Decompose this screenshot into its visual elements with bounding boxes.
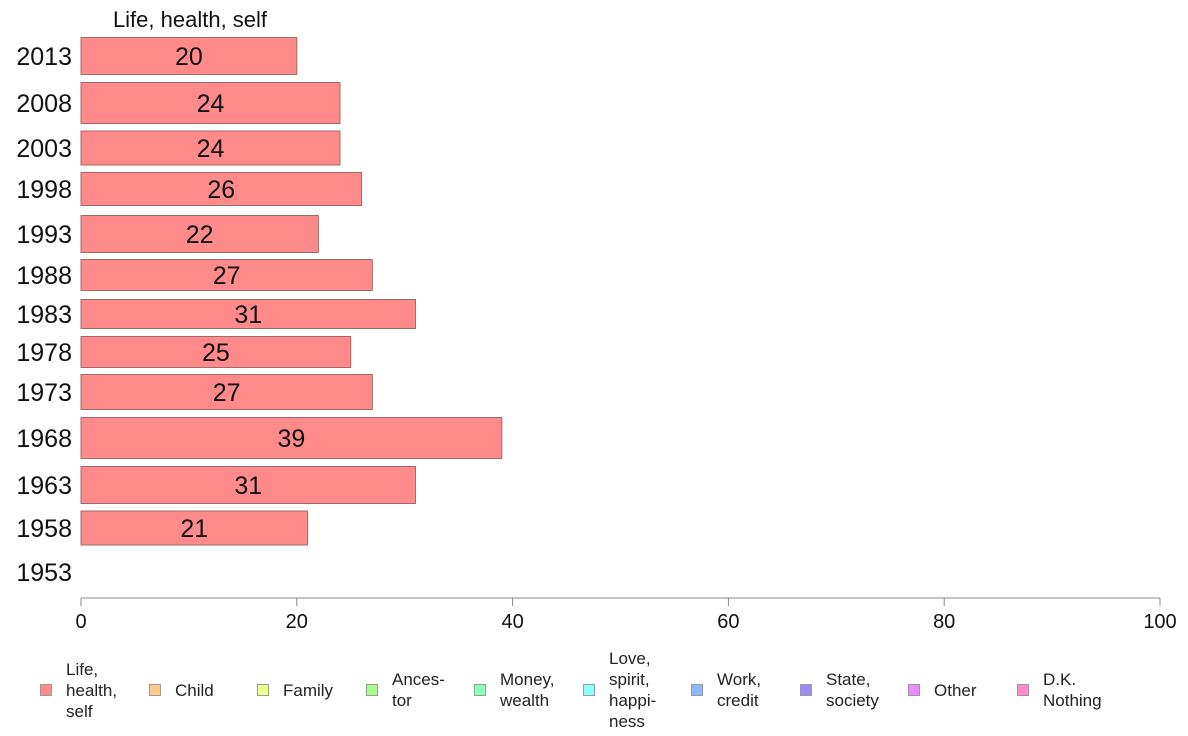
x-tick-label: 80 bbox=[933, 611, 955, 633]
y-tick-label: 1988 bbox=[16, 262, 72, 290]
bar-value-label: 27 bbox=[213, 262, 241, 290]
bar bbox=[80, 299, 416, 329]
bar-value-label: 20 bbox=[175, 43, 203, 71]
legend-label: D.K. Nothing bbox=[1043, 670, 1102, 710]
legend-label: Life, health, self bbox=[66, 659, 118, 721]
legend-label: Ances- tor bbox=[392, 670, 445, 710]
legend-swatch bbox=[908, 684, 920, 696]
legend-item: Family bbox=[257, 644, 333, 736]
y-tick-label: 2013 bbox=[16, 43, 72, 71]
bar-value-label: 31 bbox=[234, 472, 262, 500]
legend-swatch bbox=[474, 684, 486, 696]
y-tick-label: 1973 bbox=[16, 379, 72, 407]
x-axis: 0 20 40 60 80 100 bbox=[75, 597, 1177, 633]
legend-label: Work, credit bbox=[717, 670, 762, 710]
legend-item: Work, credit bbox=[691, 644, 761, 736]
bar bbox=[80, 336, 352, 368]
bar-value-label: 24 bbox=[197, 90, 225, 118]
bar-value-label: 21 bbox=[180, 515, 208, 543]
legend: Life, health, self Child Family Ances- tor M… bbox=[0, 644, 1188, 736]
legend-swatch bbox=[691, 684, 703, 696]
x-tick-label: 20 bbox=[286, 611, 308, 633]
bar bbox=[80, 374, 373, 410]
legend-label: Other bbox=[934, 680, 977, 700]
y-tick-label: 2003 bbox=[16, 135, 72, 163]
legend-swatch bbox=[366, 684, 378, 696]
legend-swatch bbox=[1017, 684, 1029, 696]
y-tick-label: 1963 bbox=[16, 472, 72, 500]
legend-swatch bbox=[40, 684, 52, 696]
bar-value-label: 27 bbox=[213, 379, 241, 407]
legend-item: Ances- tor bbox=[366, 644, 445, 736]
bar bbox=[80, 510, 309, 546]
legend-label: State, society bbox=[826, 670, 879, 710]
bar-value-label: 31 bbox=[234, 301, 262, 329]
legend-item: State, society bbox=[800, 644, 879, 736]
legend-swatch bbox=[583, 684, 595, 696]
legend-item: Money, wealth bbox=[474, 644, 555, 736]
bar bbox=[80, 82, 341, 124]
legend-swatch bbox=[257, 684, 269, 696]
legend-item: D.K. Nothing bbox=[1017, 644, 1102, 736]
bar-value-label: 22 bbox=[186, 221, 214, 249]
x-tick-label: 40 bbox=[501, 611, 523, 633]
y-tick-label: 1968 bbox=[16, 425, 72, 453]
bar-chart: Life, health, self 2013 20 2008 24 2003 24 199… bbox=[16, 7, 1177, 633]
legend-item: Other bbox=[908, 644, 977, 736]
legend-swatch bbox=[800, 684, 812, 696]
legend-label: Family bbox=[283, 680, 334, 700]
y-tick-label: 1958 bbox=[16, 515, 72, 543]
legend-label: Love, spirit, happi- ness bbox=[609, 649, 657, 731]
bar-value-label: 39 bbox=[277, 425, 305, 453]
x-tick-label: 100 bbox=[1143, 611, 1176, 633]
bar-value-label: 26 bbox=[207, 176, 235, 204]
legend-label: Money, wealth bbox=[500, 670, 555, 710]
legend-swatch bbox=[149, 684, 161, 696]
legend-item: Love, spirit, happi- ness bbox=[583, 644, 656, 736]
y-tick-label: 1978 bbox=[16, 339, 72, 367]
x-tick-label: 0 bbox=[75, 611, 86, 633]
bar bbox=[80, 172, 363, 206]
bars-layer: 2013 20 2008 24 2003 24 1998 26 1993 22 1988 27 1983… bbox=[16, 37, 503, 587]
y-tick-label: 1993 bbox=[16, 221, 72, 249]
bar bbox=[80, 417, 503, 459]
bar bbox=[80, 130, 341, 166]
legend-item: Child bbox=[149, 644, 214, 736]
bar-value-label: 24 bbox=[197, 135, 225, 163]
bar bbox=[80, 37, 298, 75]
bar bbox=[80, 259, 373, 291]
bar bbox=[80, 466, 416, 504]
bar bbox=[80, 215, 319, 253]
y-tick-label: 1953 bbox=[16, 559, 72, 587]
chart-title: Life, health, self bbox=[113, 7, 268, 32]
legend-item: Life, health, self bbox=[40, 644, 117, 736]
y-tick-label: 2008 bbox=[16, 90, 72, 118]
x-tick-label: 60 bbox=[717, 611, 739, 633]
y-tick-label: 1998 bbox=[16, 176, 72, 204]
y-tick-label: 1983 bbox=[16, 301, 72, 329]
legend-label: Child bbox=[175, 680, 214, 700]
bar-value-label: 25 bbox=[202, 339, 230, 367]
